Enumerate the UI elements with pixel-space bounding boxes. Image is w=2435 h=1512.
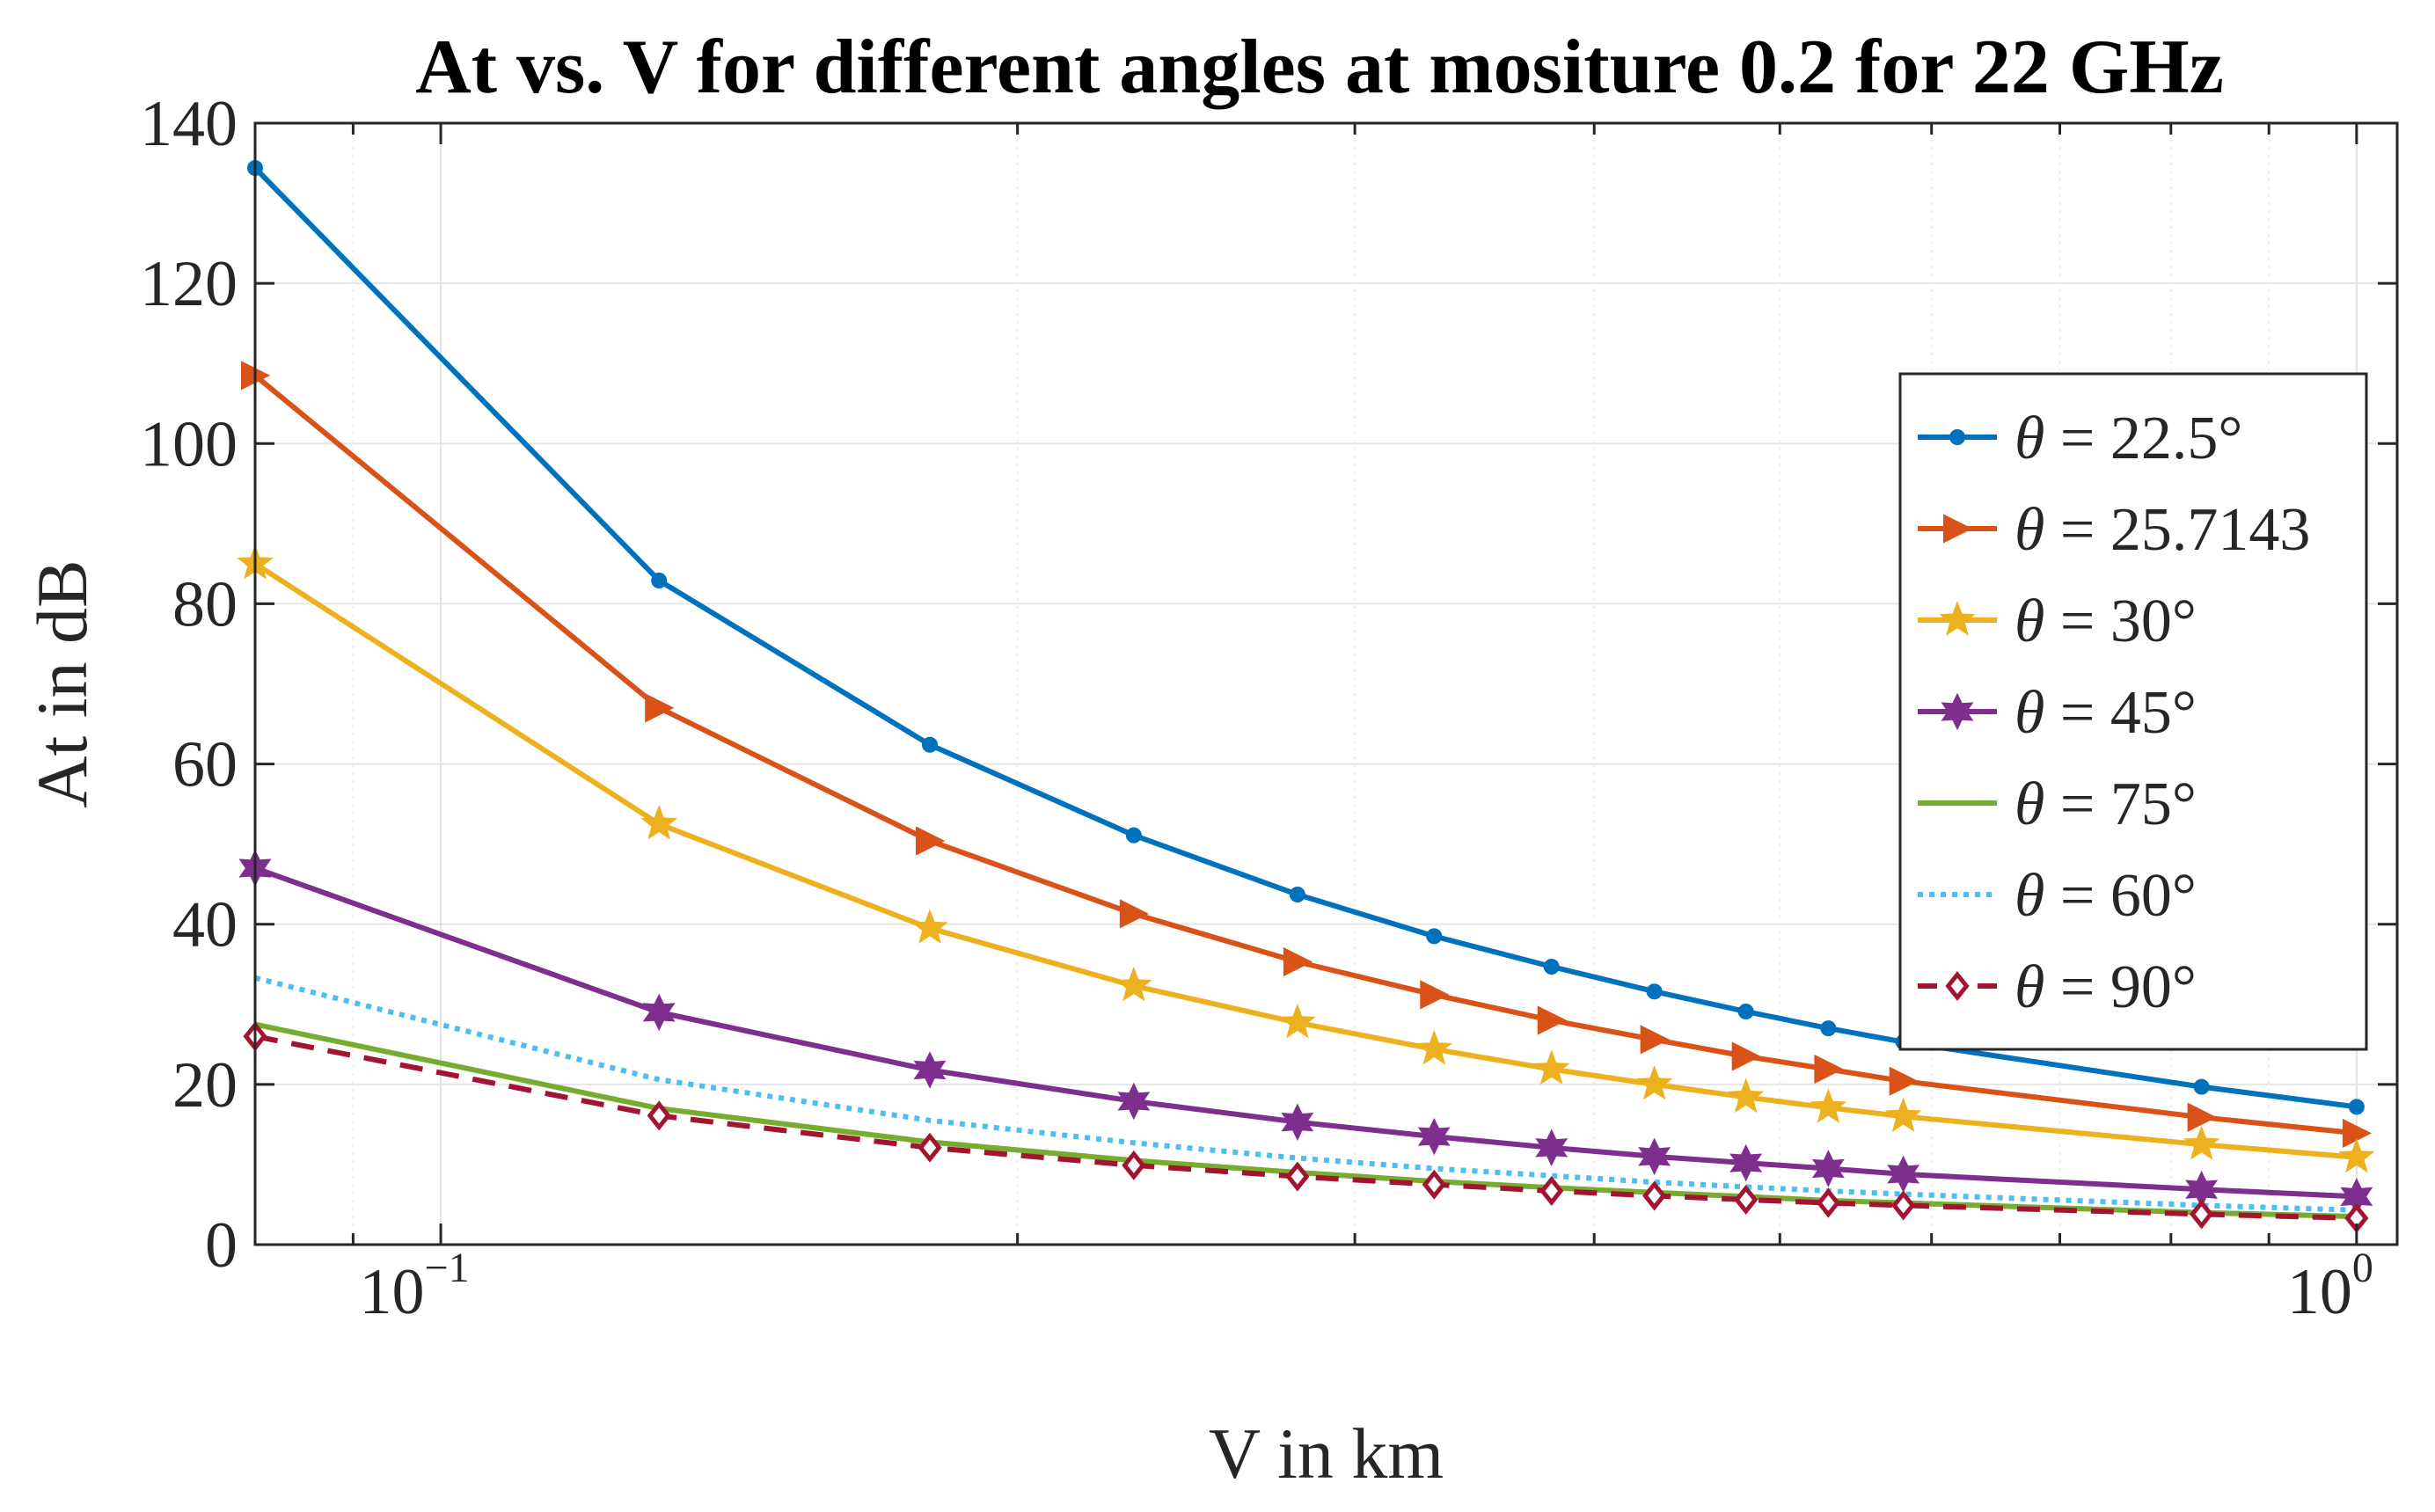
data-point xyxy=(1727,1077,1765,1114)
data-point xyxy=(1422,1169,1446,1200)
data-point xyxy=(1289,887,1305,903)
series-3 xyxy=(238,849,2373,1216)
data-point xyxy=(1543,958,1560,975)
data-point xyxy=(1535,1129,1568,1167)
data-point xyxy=(1891,1190,1916,1221)
x-tick-label: 10−1 xyxy=(360,1245,470,1328)
legend-item: θ = 30° xyxy=(1918,588,2197,655)
data-point xyxy=(1642,1180,1667,1211)
legend: θ = 22.5° θ = 25.7143 θ = 30° θ = 45° θ = 75… xyxy=(1898,372,2368,1051)
data-point xyxy=(640,805,678,840)
y-tick-label: 140 xyxy=(140,88,238,160)
data-point xyxy=(1816,1187,1840,1218)
data-point xyxy=(2193,1078,2210,1095)
data-point xyxy=(1285,1161,1310,1192)
data-point xyxy=(1635,1065,1673,1100)
data-point xyxy=(1734,1184,1759,1216)
data-point xyxy=(1539,1175,1564,1206)
data-point xyxy=(1949,429,1965,445)
data-point xyxy=(913,1051,947,1089)
series-6 xyxy=(243,1021,2369,1233)
legend-item: θ = 90° xyxy=(1918,953,2197,1021)
data-point xyxy=(921,736,938,753)
plot-frame xyxy=(253,121,2399,1246)
data-point xyxy=(1640,1025,1670,1055)
legend-label: θ = 25.7143 xyxy=(2015,496,2310,564)
data-point xyxy=(1646,983,1663,1000)
data-point xyxy=(1417,1117,1451,1156)
data-point xyxy=(1420,980,1450,1010)
series-1 xyxy=(241,361,2373,1149)
x-tick-exponent: 0 xyxy=(2352,1245,2373,1291)
legend-label: θ = 75° xyxy=(2015,771,2197,838)
data-point xyxy=(647,1100,671,1131)
series-5 xyxy=(254,975,2357,1213)
data-point xyxy=(1119,899,1150,929)
data-point xyxy=(1820,1020,1837,1037)
data-point xyxy=(915,826,946,856)
data-point xyxy=(1884,1097,1922,1133)
y-tick-label: 20 xyxy=(172,1049,238,1121)
legend-label: θ = 22.5° xyxy=(2015,405,2242,472)
data-point xyxy=(1125,827,1142,844)
data-point xyxy=(1810,1088,1847,1123)
y-axis-label: At in dB xyxy=(22,559,102,807)
legend-item: θ = 25.7143 xyxy=(1918,496,2310,564)
data-point xyxy=(1281,1103,1314,1142)
legend-label: θ = 30° xyxy=(2015,588,2197,655)
y-tick-label: 40 xyxy=(172,889,238,961)
data-point xyxy=(2348,1099,2365,1115)
data-point xyxy=(1814,1054,1844,1085)
data-point xyxy=(1811,1150,1845,1187)
data-point xyxy=(645,693,675,723)
legend-item: θ = 45° xyxy=(1918,679,2197,747)
data-point xyxy=(1532,1049,1570,1085)
data-point xyxy=(918,1132,942,1163)
data-point xyxy=(1426,928,1443,945)
legend-item: θ = 22.5° xyxy=(1918,405,2242,472)
data-point xyxy=(1939,601,1976,636)
data-point xyxy=(2338,1137,2375,1173)
chart-title: At vs. V for different angles at mositur… xyxy=(415,25,2224,110)
data-point xyxy=(1537,1005,1567,1035)
y-tick-label: 100 xyxy=(140,408,238,480)
legend-item: θ = 60° xyxy=(1918,862,2197,930)
data-point xyxy=(1943,514,1973,544)
x-tick-exponent: −1 xyxy=(425,1245,470,1291)
legend-label: θ = 60° xyxy=(2015,862,2197,930)
series-layer xyxy=(237,160,2375,1233)
data-point xyxy=(1117,1082,1151,1121)
data-point xyxy=(1729,1143,1763,1182)
x-axis-label: V in km xyxy=(1209,1413,1444,1494)
legend-item: θ = 75° xyxy=(1918,771,2197,838)
data-point xyxy=(911,909,948,944)
data-point xyxy=(1945,970,1970,1002)
x-tick-label: 100 xyxy=(2287,1245,2373,1328)
y-tick-label: 80 xyxy=(172,568,238,640)
data-point xyxy=(1731,1041,1761,1071)
y-tick-label: 0 xyxy=(205,1209,238,1282)
data-point xyxy=(1115,966,1152,1002)
data-point xyxy=(1283,946,1313,977)
data-point xyxy=(2183,1125,2220,1160)
data-point xyxy=(1889,1066,1919,1096)
legend-label: θ = 45° xyxy=(2015,679,2197,747)
data-point xyxy=(2190,1199,2214,1230)
axis-ticks: 0 20 40 60 80 100 120 140 10−1 100 xyxy=(140,88,2397,1328)
data-point xyxy=(651,573,668,589)
data-point xyxy=(1737,1003,1754,1019)
series-line xyxy=(254,975,2357,1213)
y-tick-label: 120 xyxy=(140,248,238,320)
data-point xyxy=(1415,1029,1452,1065)
data-point xyxy=(1941,692,1974,731)
data-point xyxy=(1279,1003,1316,1039)
data-point xyxy=(2187,1102,2217,1132)
legend-label: θ = 90° xyxy=(2015,953,2197,1021)
data-point xyxy=(642,993,676,1032)
y-tick-label: 60 xyxy=(172,729,238,801)
data-point xyxy=(1638,1137,1671,1176)
data-point xyxy=(1122,1150,1146,1180)
